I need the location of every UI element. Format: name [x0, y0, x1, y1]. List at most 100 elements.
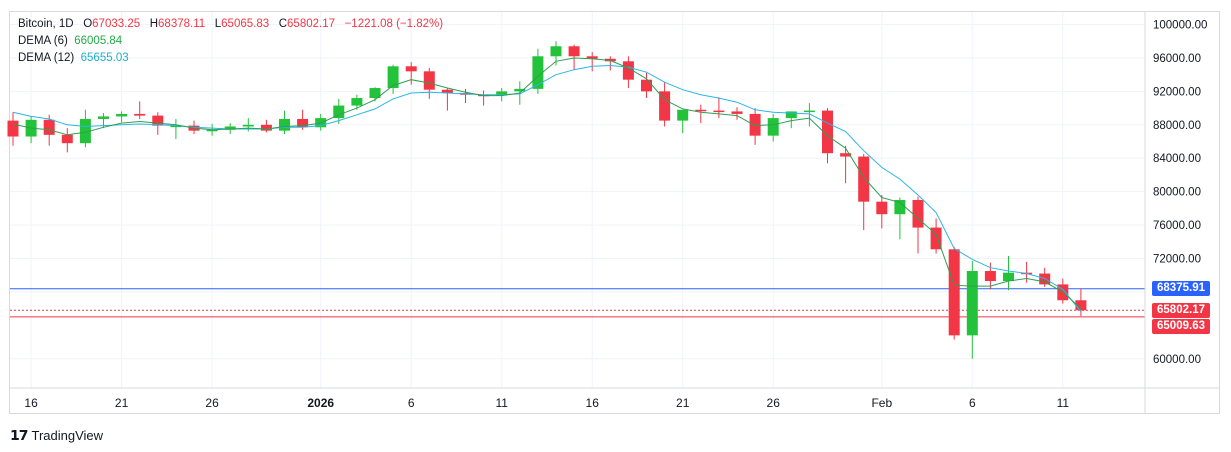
legend-open: 67033.25: [92, 18, 141, 30]
legend-close: 65802.17: [287, 18, 335, 30]
y-axis-tick-label: 80000.00: [1153, 187, 1201, 199]
legend-dema12-row[interactable]: DEMA (12) 65655.03: [18, 50, 443, 67]
legend-dema12-label: DEMA (12): [18, 52, 75, 64]
candle-body: [894, 200, 906, 215]
x-axis-tick-label: 21: [676, 396, 690, 410]
candle-body: [61, 134, 73, 144]
legend-dema6-label: DEMA (6): [18, 35, 68, 47]
price-label-close: 65802.17: [1152, 302, 1210, 318]
candle-body: [785, 111, 797, 119]
y-axis-tick-label: 84000.00: [1153, 153, 1201, 165]
candle-body: [79, 118, 91, 144]
x-axis-tick-label: 26: [205, 396, 219, 410]
candles-layer: [7, 41, 1087, 359]
candle-body: [948, 249, 960, 336]
candle-body: [206, 129, 218, 132]
candle-body: [822, 110, 833, 154]
candle-body: [641, 79, 652, 92]
x-axis-tick-label: 2026: [307, 396, 334, 410]
candle-body: [98, 116, 109, 119]
candle-body: [659, 91, 671, 121]
tradingview-watermark[interactable]: 𝟭𝟳 TradingView: [10, 427, 103, 444]
tradingview-logo-icon: 𝟭𝟳: [10, 427, 29, 443]
candle-body: [984, 271, 996, 282]
price-label-high-line: 68375.91: [1152, 281, 1210, 297]
tradingview-label: TradingView: [31, 428, 104, 443]
legend-high: 68378.11: [158, 18, 206, 30]
candle-body: [695, 109, 707, 112]
candle-body: [767, 118, 779, 136]
candle-body: [622, 61, 634, 80]
legend-dema6-row[interactable]: DEMA (6) 66005.84: [18, 33, 443, 50]
candle-body: [242, 124, 254, 127]
candle-body: [912, 200, 924, 228]
candle-body: [441, 89, 453, 94]
candle-body: [7, 120, 19, 137]
x-axis-tick-label: 26: [767, 396, 781, 410]
candle-body: [731, 111, 743, 114]
candle-body: [423, 71, 435, 90]
axis-layer: 100000.00 96000.00 92000.00 88000.00 84000.0…: [10, 12, 1220, 414]
legend-dema12-value: 65655.03: [80, 52, 129, 64]
y-axis-tick-label: 96000.00: [1153, 53, 1201, 65]
legend-ohlc-row: Bitcoin, 1D O67033.25 H68378.11 L65065.8…: [18, 16, 443, 33]
price-label-low-line: 65009.63: [1152, 318, 1210, 334]
candle-body: [1075, 300, 1087, 311]
candle-body: [369, 88, 381, 99]
candle-body: [116, 113, 128, 117]
y-axis-tick-label: 92000.00: [1153, 86, 1201, 98]
open-label: O: [83, 18, 93, 30]
y-axis-tick-label: 60000.00: [1153, 354, 1201, 366]
dema12-line: [12, 64, 1082, 312]
legend-change: −1221.08 (−1.82%): [344, 18, 444, 30]
candle-body: [550, 46, 562, 57]
candle-body: [152, 115, 164, 126]
candle-body: [134, 113, 146, 116]
candle-body: [568, 46, 580, 57]
legend-symbol: Bitcoin, 1D: [18, 18, 74, 30]
y-axis-tick-label: 72000.00: [1153, 253, 1201, 265]
y-axis-tick-label: 76000.00: [1153, 220, 1201, 232]
candle-body: [405, 66, 417, 72]
dema-layer: [12, 57, 1082, 312]
x-axis-tick-label: 6: [408, 396, 415, 410]
y-axis-tick-label: 88000.00: [1153, 120, 1201, 132]
chart-frame: [9, 11, 1220, 414]
candle-body: [514, 88, 526, 92]
x-axis-tick-label: 11: [495, 396, 508, 410]
candle-body: [496, 91, 508, 96]
candle-body: [876, 201, 888, 215]
candle-body: [1003, 272, 1014, 282]
y-axis-tick-label: 100000.00: [1153, 20, 1207, 32]
candle-body: [333, 105, 345, 119]
candle-body: [930, 227, 942, 250]
high-label: H: [149, 18, 159, 30]
candle-body: [43, 119, 55, 135]
candle-body: [840, 153, 852, 157]
low-label: L: [214, 18, 222, 30]
chart-legend: Bitcoin, 1D O67033.25 H68378.11 L65065.8…: [18, 16, 443, 67]
candle-body: [858, 156, 870, 202]
legend-low: 65065.83: [221, 18, 270, 30]
candle-body: [532, 56, 544, 89]
candle-body: [351, 98, 363, 106]
legend-dema6-value: 66005.84: [74, 35, 123, 47]
candle-body: [297, 118, 309, 128]
candle-body: [224, 126, 236, 130]
close-label: C: [278, 18, 288, 30]
candle-body: [677, 109, 689, 121]
x-axis-tick-label: 16: [586, 396, 600, 410]
candle-body: [279, 118, 290, 131]
candle-body: [387, 66, 399, 89]
x-axis-tick-label: 11: [1057, 396, 1070, 410]
x-axis-tick-label: 16: [24, 396, 38, 410]
x-axis-tick-label: Feb: [871, 396, 892, 410]
dema6-line: [12, 57, 1082, 309]
candle-body: [803, 110, 815, 113]
candle-body: [966, 271, 978, 336]
candle-body: [749, 113, 761, 136]
candle-body: [713, 110, 725, 113]
x-axis-tick-label: 6: [969, 396, 976, 410]
candle-body: [170, 125, 182, 128]
